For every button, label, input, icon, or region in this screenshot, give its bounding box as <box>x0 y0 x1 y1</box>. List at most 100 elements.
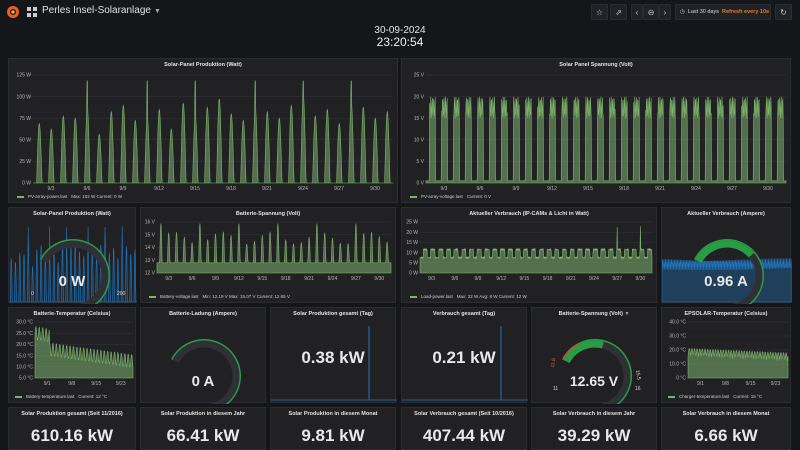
panel-stat-solar-month[interactable]: Solar Produktion in diesem Monat 9.81 kW <box>270 407 396 450</box>
x-tick-label: 9/15 <box>91 381 101 387</box>
legend-swatch <box>17 195 24 198</box>
panel-usage-day-stat[interactable]: Verbrauch gesamt (Tag) 0.21 kW <box>401 307 528 403</box>
x-tick-label: 9/6 <box>451 276 458 282</box>
star-button[interactable]: ☆ <box>591 4 608 20</box>
clock-icon: ◷ <box>680 9 685 15</box>
panel-title: Solar Verbrauch in diesem Jahr <box>552 411 636 417</box>
x-tick-label: 9/1 <box>44 381 51 387</box>
panel-load-chart[interactable]: Aktueller Verbrauch (IP-CAMs & Licht in … <box>401 207 657 303</box>
series-area <box>419 226 653 274</box>
star-icon: ☆ <box>595 7 604 17</box>
refresh-button[interactable]: ↻ <box>775 4 792 20</box>
zoom-out-button[interactable]: ⊖ <box>643 4 659 20</box>
time-range-picker[interactable]: ◷ Last 30 days Refresh every 10s <box>675 4 771 20</box>
x-tick-label: 9/24 <box>691 186 701 191</box>
gauge-scale-max: 16 <box>635 386 641 392</box>
gauge-fill <box>563 340 604 364</box>
panel-title: Solar Verbrauch in diesem Monat <box>682 411 770 417</box>
y-tick-label: 13 V <box>145 258 156 264</box>
panel-battery-voltage-chart[interactable]: Batterie-Spannung (Volt) 16 V 15 V 14 V 13 … <box>140 207 396 303</box>
y-tick-label: 25 W <box>406 220 418 226</box>
x-tick-label: 9/18 <box>619 186 629 191</box>
y-tick-label: 30.0 °C <box>669 334 686 340</box>
x-tick-label: 9/27 <box>334 186 344 191</box>
stat-value: 407.44 kW <box>422 426 506 445</box>
y-tick-label: 20 V <box>414 94 425 100</box>
panel-solar-voltage-chart[interactable]: Solar Panel Spannung (Volt) 25 V 20 V 15 V… <box>401 58 791 203</box>
dashboard-title-text: Perles Insel-Solaranlage <box>42 5 151 16</box>
x-tick-label: 9/27 <box>612 276 622 282</box>
time-forward-button[interactable]: › <box>659 4 671 20</box>
panel-solar-power-gauge[interactable]: Solar-Panel Produktion (Watt) 0 W 0 200 <box>8 207 137 304</box>
x-tick-label: 9/27 <box>727 186 737 191</box>
panel-battery-temp-chart[interactable]: Batterie-Temperatur (Celsius) 30.0 °C 25.… <box>8 307 136 403</box>
x-tick-label: 9/6 <box>84 186 91 191</box>
panel-stat-usage-year[interactable]: Solar Verbrauch in diesem Jahr 39.29 kW <box>531 407 657 450</box>
x-tick-label: 9/27 <box>351 276 361 282</box>
x-tick-label: 9/15 <box>257 276 267 282</box>
legend-stats: Current: 12 °C <box>78 394 108 399</box>
y-tick-label: 5.0 °C <box>19 376 33 382</box>
gauge-min-label: 0 <box>31 291 34 297</box>
panel-stat-solar-total[interactable]: Solar Produktion gesamt (Seit 11/2016) 6… <box>8 407 136 450</box>
legend-stats: Max: 22 W Avg: 8 W Current: 12 W <box>456 294 527 299</box>
y-tick-label: 50 W <box>19 138 31 144</box>
load-graph[interactable]: 25 W 20 W 15 W 10 W 5 W 0 W 9/3 9/6 9/9 9/12 9/15 9… <box>402 218 658 292</box>
panel-battery-charge-gauge[interactable]: Batterie-Ladung (Ampere) 0 A <box>140 307 266 404</box>
panel-load-current-gauge[interactable]: Aktueller Verbrauch (Ampere) 0.96 A <box>661 207 792 304</box>
share-button[interactable]: ⇗ <box>610 4 627 20</box>
panel-epsolar-temp-chart[interactable]: EPSOLAR-Temperatur (Celsius) 40.0 °C 30.0… <box>661 307 791 403</box>
battery-voltage-graph[interactable]: 16 V 15 V 14 V 13 V 12 V 9/3 9/6 9/9 9/12 9/15 9/1… <box>141 218 397 292</box>
x-tick-label: 9/8 <box>68 381 75 387</box>
legend-series-name: Battery-temperature.last <box>26 394 75 399</box>
panel-stat-solar-year[interactable]: Solar Produktion in diesem Jahr 66.41 kW <box>140 407 266 450</box>
legend-stats: Min: 12.19 V Max: 15.07 V Current: 12.65… <box>202 294 290 299</box>
legend-swatch <box>410 295 417 298</box>
series-area <box>34 325 134 379</box>
x-tick-label: 9/30 <box>374 276 384 282</box>
x-tick-label: 9/9 <box>120 186 127 191</box>
panel-menu-caret-icon[interactable]: ▼ <box>624 311 630 317</box>
panel-solar-day-stat[interactable]: Solar Produktion gesamt (Tag) 0.38 kW <box>270 307 397 403</box>
caret-down-icon: ▼ <box>153 8 161 15</box>
panel-stat-usage-total[interactable]: Solar Verbrauch gesamt (Seit 10/2016) 40… <box>401 407 527 450</box>
gauge-value: 0 W <box>58 273 86 290</box>
gauge-value: 12.65 V <box>569 373 619 389</box>
legend: Battery-temperature.last Current: 12 °C <box>15 394 107 399</box>
panel-title: Batterie-Ladung (Ampere) <box>169 311 237 317</box>
series-area <box>425 96 787 184</box>
grafana-logo[interactable] <box>6 5 20 19</box>
x-tick-label: 9/24 <box>298 186 308 191</box>
x-tick-label: 9/12 <box>547 186 557 191</box>
panel-stat-usage-month[interactable]: Solar Verbrauch in diesem Monat 6.66 kW <box>661 407 791 450</box>
time-back-button[interactable]: ‹ <box>631 4 643 20</box>
top-bar: Perles Insel-Solaranlage ▼ ☆ ⇗ ‹ ⊖ › ◷ La… <box>0 0 800 24</box>
battery-temp-graph[interactable]: 30.0 °C 25.0 °C 20.0 °C 15.0 °C 10.0 °C 5.0 °… <box>9 318 137 396</box>
x-tick-label: 9/1 <box>697 381 704 387</box>
x-tick-label: 9/6 <box>477 186 484 191</box>
legend-stats: Current: 15 °C <box>733 394 763 399</box>
panel-title: Solar-Panel Produktion (Watt) <box>33 211 111 217</box>
solar-voltage-graph[interactable]: 25 V 20 V 15 V 10 V 5 V 0 V 9/3 9/6 9/9 9/12 9/15 9… <box>402 71 792 191</box>
panel-solar-power-chart[interactable]: Solar-Panel Produktion (Watt) 125 W 100 W… <box>8 58 398 203</box>
gauge-threshold-band <box>579 339 632 404</box>
y-tick-label: 25.0 °C <box>16 331 33 337</box>
y-tick-label: 0 V <box>416 181 424 187</box>
x-tick-label: 9/24 <box>328 276 338 282</box>
dashboard-title[interactable]: Perles Insel-Solaranlage ▼ <box>42 5 161 16</box>
series-area <box>156 223 392 274</box>
stat-value: 610.16 kW <box>30 426 114 445</box>
x-tick-label: 9/12 <box>234 276 244 282</box>
solar-power-graph[interactable]: 125 W 100 W 75 W 50 W 25 W 0 W 9/3 9/6 9/9 9/12 9/… <box>9 71 399 191</box>
panel-title: Solar Produktion gesamt (Tag) <box>293 311 373 317</box>
legend-stats: Current: 0 V <box>466 194 492 199</box>
y-tick-label: 20.0 °C <box>669 348 686 354</box>
chevron-left-icon: ‹ <box>635 7 639 17</box>
y-tick-label: 12 V <box>145 271 156 277</box>
epsolar-temp-graph[interactable]: 40.0 °C 30.0 °C 20.0 °C 10.0 °C 0 °C 9/1 9/8 9/… <box>662 318 792 396</box>
gauge-threshold-band <box>562 342 580 361</box>
stat-value: 39.29 kW <box>557 426 631 445</box>
panel-title: EPSOLAR-Temperatur (Celsius) <box>684 311 768 317</box>
panel-battery-voltage-gauge[interactable]: Batterie-Spannung (Volt) ▼ 12.65 V 11.8 … <box>531 307 657 404</box>
y-tick-label: 5 W <box>409 261 418 267</box>
